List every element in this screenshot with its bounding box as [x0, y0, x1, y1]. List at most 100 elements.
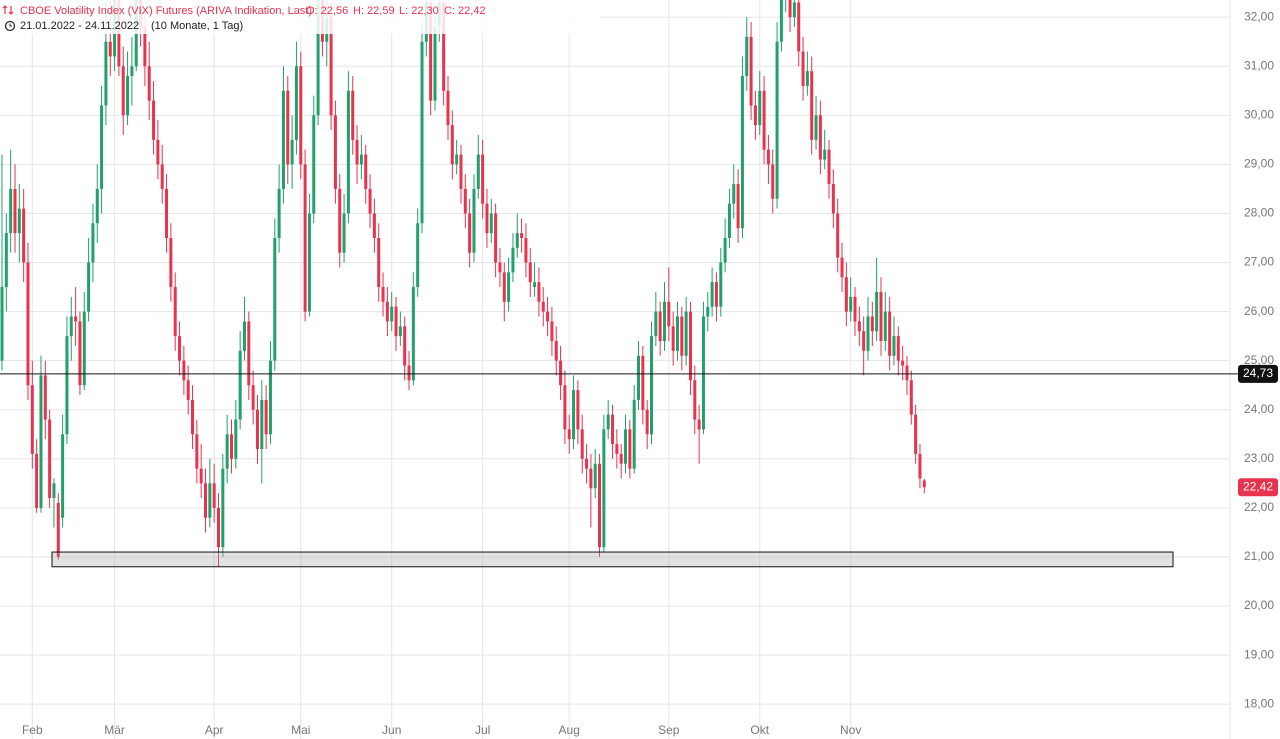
- candle-body: [446, 90, 450, 126]
- candle-body: [13, 188, 17, 234]
- candle-body: [723, 237, 727, 263]
- x-tick-label: Nov: [840, 723, 861, 737]
- candle-body: [632, 399, 636, 469]
- candle-body: [598, 463, 602, 548]
- candle-body: [546, 311, 550, 322]
- candle-body: [792, 2, 796, 18]
- candle-body: [688, 311, 692, 381]
- candle-body: [537, 282, 541, 302]
- candle-body: [407, 365, 411, 381]
- candle-body: [914, 414, 918, 454]
- y-tick-label: 31,00: [1244, 58, 1274, 72]
- candle-body: [801, 51, 805, 86]
- candle-body: [43, 375, 47, 420]
- candle-body: [624, 429, 628, 464]
- candle-body: [710, 282, 714, 307]
- candle-body: [628, 429, 632, 469]
- candle-body: [662, 301, 666, 342]
- candle-body: [797, 2, 801, 52]
- header-bg: [0, 0, 600, 34]
- y-tick-label: 22,00: [1244, 500, 1274, 514]
- candle-body: [645, 409, 649, 435]
- candle-body: [905, 365, 909, 381]
- candle-body: [719, 262, 723, 307]
- last-price-box: [1238, 478, 1278, 497]
- candle-body: [91, 223, 95, 263]
- candle-body: [883, 311, 887, 342]
- candle-body: [675, 316, 679, 351]
- candle-body: [602, 429, 606, 548]
- candle-body: [381, 287, 385, 302]
- candle-body: [753, 105, 757, 126]
- candle-body: [416, 223, 420, 288]
- candle-body: [208, 483, 212, 518]
- candle-body: [485, 203, 489, 234]
- candle-body: [264, 399, 268, 435]
- level-label: 24,73: [1243, 366, 1273, 380]
- candle-body: [507, 272, 511, 302]
- candle-body: [693, 380, 697, 420]
- candle-body: [30, 385, 34, 454]
- candle-body: [844, 277, 848, 312]
- candle-body: [242, 321, 246, 351]
- candle-body: [95, 188, 99, 224]
- candle-body: [671, 326, 675, 351]
- candle-body: [87, 262, 91, 312]
- candle-body: [459, 154, 463, 189]
- candle-body: [442, 2, 446, 91]
- candle-body: [294, 66, 298, 140]
- candle-body: [100, 105, 104, 189]
- candle-body: [823, 149, 827, 160]
- candle-body: [191, 399, 195, 435]
- y-tick-label: 30,00: [1244, 107, 1274, 121]
- candle-body: [550, 321, 554, 342]
- candle-body: [199, 468, 203, 484]
- candle-body: [896, 336, 900, 361]
- candle-body: [355, 139, 359, 165]
- candle-body: [775, 41, 779, 199]
- candle-body: [589, 468, 593, 489]
- candle-body: [580, 429, 584, 459]
- clock-hands: [9, 23, 12, 27]
- candle-body: [450, 125, 454, 165]
- candle-body: [740, 76, 744, 229]
- candle-body: [52, 483, 56, 499]
- candle-body: [870, 316, 874, 332]
- candle-body: [303, 164, 307, 312]
- candle-body: [637, 355, 641, 400]
- candle-body: [511, 247, 515, 273]
- candle-body: [4, 233, 8, 288]
- candle-body: [853, 296, 857, 322]
- grid: [0, 0, 1230, 739]
- candle-body: [567, 429, 571, 440]
- candle-body: [17, 208, 21, 234]
- candle-body: [299, 66, 303, 165]
- candle-body: [221, 468, 225, 548]
- candle-body: [307, 213, 311, 312]
- candle-body: [165, 188, 169, 238]
- plot-area: [0, 0, 1174, 568]
- candle-body: [333, 115, 337, 189]
- candle-body: [429, 2, 433, 101]
- candle-body: [268, 360, 272, 435]
- x-tick-label: Jul: [475, 723, 490, 737]
- y-tick-label: 19,00: [1244, 647, 1274, 661]
- candle-body: [364, 154, 368, 189]
- candle-body: [641, 355, 645, 410]
- candle-body: [130, 66, 134, 77]
- candle-body: [156, 139, 160, 165]
- candle-body: [26, 262, 30, 386]
- candle-body: [498, 262, 502, 273]
- candle-body: [766, 149, 770, 165]
- candle-body: [420, 41, 424, 224]
- candle-body: [403, 326, 407, 366]
- candle-body: [359, 154, 363, 165]
- header-high: H: 22,59: [353, 5, 395, 17]
- candle-body: [805, 71, 809, 86]
- last-price-label: 22,42: [1243, 479, 1273, 493]
- candle-body: [78, 321, 82, 386]
- candle-body: [368, 188, 372, 214]
- candle-body: [788, 0, 792, 18]
- candle-body: [554, 341, 558, 361]
